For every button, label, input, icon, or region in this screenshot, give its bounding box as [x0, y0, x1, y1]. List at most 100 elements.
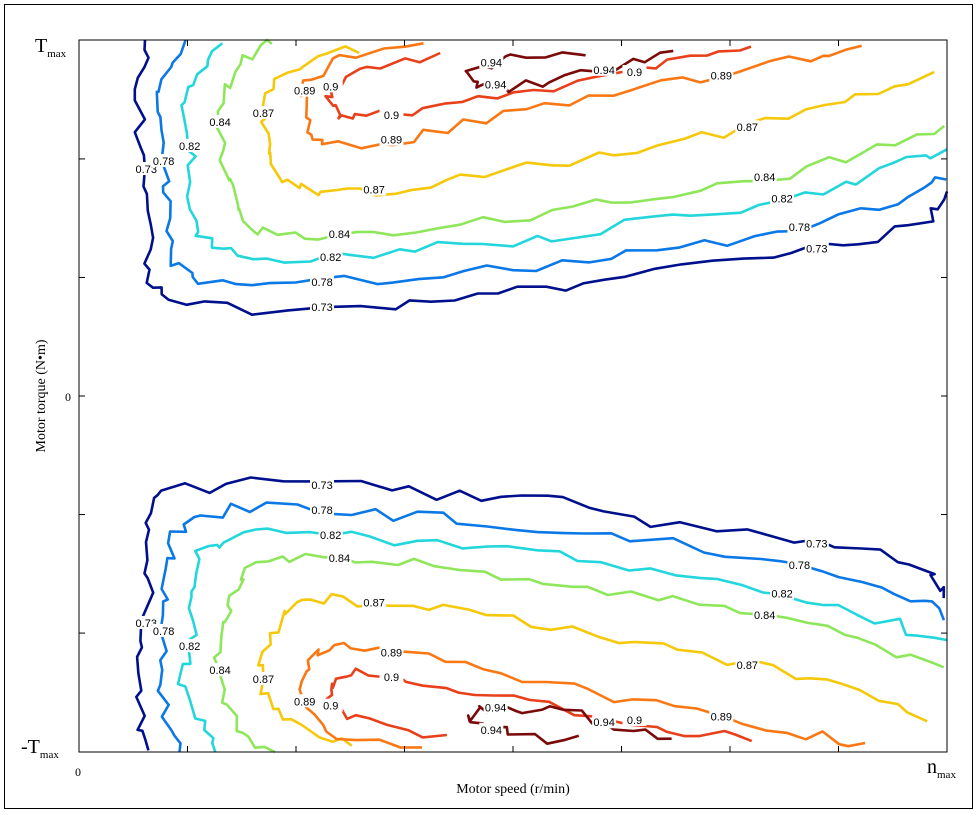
contour-line-073-upper [133, 39, 949, 316]
contour-label-073: 0.73 [806, 243, 827, 255]
y-tick-label-neg-tmax: -Tmax [21, 736, 59, 761]
contour-label-bg [804, 241, 829, 255]
contour-label-089: 0.89 [711, 711, 732, 723]
contour-label-087: 0.87 [253, 108, 274, 120]
contour-label-094: 0.94 [485, 80, 506, 92]
contour-label-bg [483, 700, 508, 714]
contour-label-09: 0.9 [384, 110, 399, 122]
contour-label-bg [709, 709, 734, 723]
contour-label-bg [479, 55, 504, 69]
axes-box [78, 39, 948, 753]
contour-label-078: 0.78 [153, 626, 174, 638]
contour-label-094: 0.94 [593, 717, 614, 729]
contour-label-073: 0.73 [311, 480, 332, 492]
contour-label-bg [379, 107, 404, 121]
contour-label-094: 0.94 [481, 725, 502, 737]
contour-label-bg [318, 527, 343, 541]
contour-label-bg [622, 65, 647, 79]
contour-lines [133, 38, 949, 754]
contour-label-089: 0.89 [381, 647, 402, 659]
contour-label-073: 0.73 [806, 539, 827, 551]
contour-line-089-upper [299, 42, 863, 150]
contour-label-089: 0.89 [711, 71, 732, 83]
x-tick-label-nmax: nmax [927, 756, 956, 781]
contour-label-082: 0.82 [179, 141, 200, 153]
contour-label-087: 0.87 [737, 660, 758, 672]
y-axis-label: Motor torque (N•m) [34, 339, 49, 452]
contour-label-bg [379, 645, 404, 659]
contour-label-bg [318, 250, 343, 264]
contour-label-bg [362, 182, 387, 196]
contour-label-bg [379, 670, 404, 684]
contour-label-bg [327, 550, 352, 564]
contour-label-bg [787, 219, 812, 233]
contour-label-094: 0.94 [593, 65, 614, 77]
contour-label-084: 0.84 [754, 610, 775, 622]
contour-label-082: 0.82 [771, 193, 792, 205]
contour-label-082: 0.82 [771, 589, 792, 601]
contour-label-084: 0.84 [209, 665, 230, 677]
contour-label-078: 0.78 [311, 277, 332, 289]
contour-label-bg [310, 502, 335, 516]
contour-label-bg [752, 170, 777, 184]
contour-label-bg [804, 536, 829, 550]
y-tick-label-tmax: Tmax [35, 35, 67, 60]
contour-label-bg [318, 79, 343, 93]
contour-label-09: 0.9 [384, 672, 399, 684]
contour-label-078: 0.78 [311, 505, 332, 517]
axis-ticks [78, 39, 948, 753]
chart-frame: 0.73 0.73 0.73 0.73 0.73 0.73 0.78 0.78 0.78 0.78… [4, 4, 973, 809]
contour-label-bg [208, 114, 233, 128]
contour-label-bg [177, 138, 202, 152]
contour-label-bg [770, 191, 795, 205]
contour-label-bg [483, 77, 508, 91]
contour-label-087: 0.87 [253, 674, 274, 686]
contour-label-bg [310, 275, 335, 289]
contour-label-bg [251, 105, 276, 119]
contour-label-082: 0.82 [179, 641, 200, 653]
contour-label-082: 0.82 [320, 252, 341, 264]
contour-label-078: 0.78 [789, 560, 810, 572]
contour-line-082-lower [176, 527, 947, 753]
contour-label-073: 0.73 [311, 302, 332, 314]
contour-label-078: 0.78 [789, 222, 810, 234]
contour-label-bg [327, 227, 352, 241]
contour-label-084: 0.84 [329, 553, 350, 565]
contour-label-bg [310, 300, 335, 313]
contour-label-09: 0.9 [323, 81, 338, 93]
contour-label-bg [379, 132, 404, 146]
contour-label-bg [292, 694, 317, 708]
x-axis-label: Motor speed (r/min) [456, 782, 570, 797]
contour-label-09: 0.9 [323, 701, 338, 713]
contour-label-082: 0.82 [320, 530, 341, 542]
contour-label-bg [770, 586, 795, 600]
contour-label-09: 0.9 [627, 715, 642, 727]
contour-label-087: 0.87 [363, 597, 384, 609]
contour-label-bg [622, 712, 647, 726]
contour-label-bg [177, 639, 202, 653]
contour-label-094: 0.94 [481, 57, 502, 69]
contour-label-bg [208, 663, 233, 677]
contour-label-087: 0.87 [363, 185, 384, 197]
contour-label-bg [151, 154, 176, 168]
contour-label-094: 0.94 [485, 703, 506, 715]
contour-label-089: 0.89 [294, 86, 315, 98]
contour-label-073: 0.73 [136, 164, 157, 176]
contour-label-bg [479, 722, 504, 736]
contour-label-bg [735, 657, 760, 671]
contour-label-089: 0.89 [294, 696, 315, 708]
contour-label-089: 0.89 [381, 135, 402, 147]
y-tick-label-zero: 0 [65, 390, 71, 404]
x-tick-label-zero: 0 [75, 765, 81, 779]
contour-label-087: 0.87 [737, 122, 758, 134]
contour-label-bg [752, 607, 777, 621]
contour-plot: 0.730.730.730.730.730.730.780.780.780.78… [21, 35, 956, 797]
contour-label-084: 0.84 [754, 172, 775, 184]
contour-label-bg [251, 672, 276, 686]
contour-label-bg [310, 478, 335, 491]
contour-label-084: 0.84 [329, 229, 350, 241]
contour-label-084: 0.84 [209, 117, 230, 129]
contour-label-073: 0.73 [136, 618, 157, 630]
contour-label-09: 0.9 [627, 67, 642, 79]
contour-label-bg [592, 715, 617, 729]
